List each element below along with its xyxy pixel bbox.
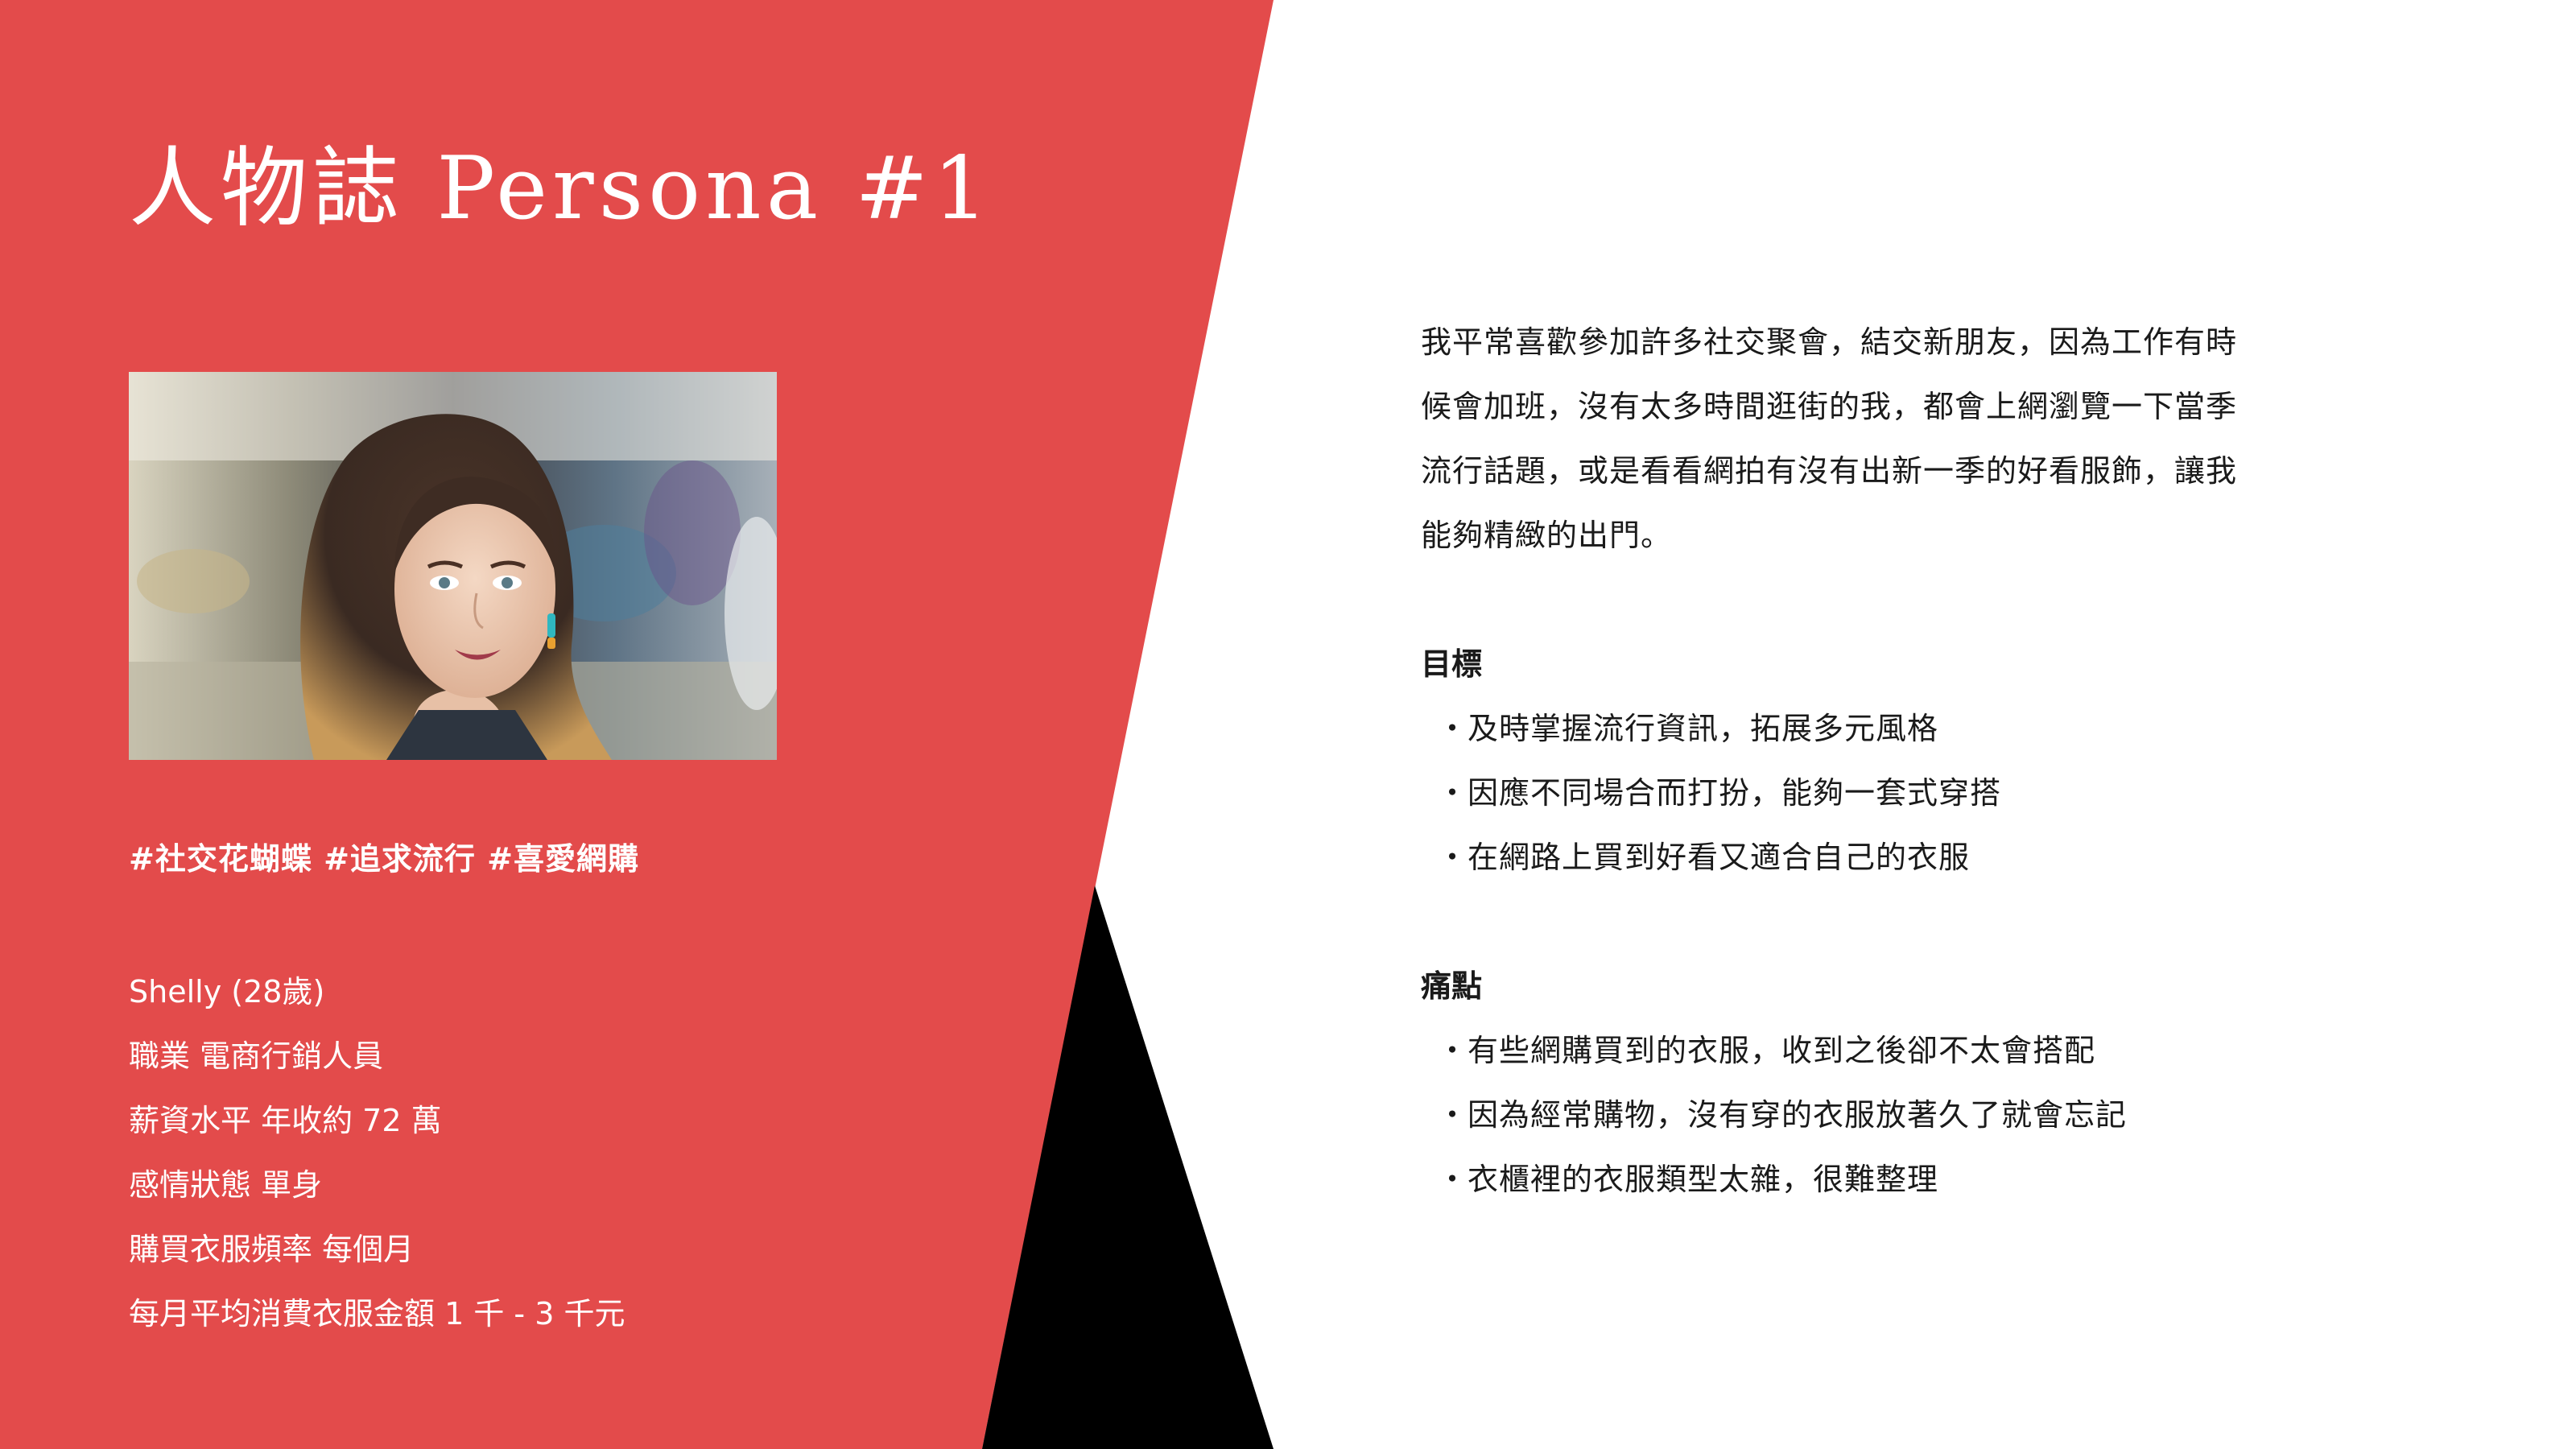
page-title: 人物誌 Persona #1 [129,138,993,239]
intro-paragraph: 我平常喜歡參加許多社交聚會，結交新朋友，因為工作有時 候會加班，沒有太多時間逛街… [1421,310,2339,568]
profile-salary: 薪資水平 年收約 72 萬 [129,1103,442,1138]
goal-text: 在網路上買到好看又適合自己的衣服 [1468,840,1971,875]
goal-item: ・在網路上買到好看又適合自己的衣服 [1421,825,2339,890]
pain-points-list: ・有些網購買到的衣服，收到之後卻不太會搭配 ・因為經常購物，沒有穿的衣服放著久了… [1421,1018,2339,1212]
profile-purchase-frequency: 購買衣服頻率 每個月 [129,1232,415,1267]
bullet-icon: ・ [1437,840,1469,875]
black-triangle [982,886,1274,1449]
persona-tags: #社交花蝴蝶 #追求流行 #喜愛網購 [129,841,639,877]
portrait-image [129,372,777,760]
bullet-icon: ・ [1437,1097,1469,1133]
goals-heading: 目標 [1421,646,1483,682]
goal-text: 因應不同場合而打扮，能夠一套式穿搭 [1468,775,2002,811]
pain-point-text: 有些網購買到的衣服，收到之後卻不太會搭配 [1468,1033,2096,1068]
pain-points-heading: 痛點 [1421,968,1483,1004]
profile-monthly-spend: 每月平均消費衣服金額 1 千 - 3 千元 [129,1296,625,1331]
pain-point-text: 衣櫃裡的衣服類型太雜，很難整理 [1468,1162,1939,1197]
persona-details: 我平常喜歡參加許多社交聚會，結交新朋友，因為工作有時 候會加班，沒有太多時間逛街… [1421,310,2339,1212]
intro-line: 流行話題，或是看看網拍有沒有出新一季的好看服飾，讓我 [1421,453,2238,489]
profile-name-age: Shelly (28歲) [129,974,325,1009]
pain-point-item: ・衣櫃裡的衣服類型太雜，很難整理 [1421,1147,2339,1212]
profile-occupation: 職業 電商行銷人員 [129,1038,384,1074]
bullet-icon: ・ [1437,1162,1469,1197]
intro-line: 能夠精緻的出門。 [1421,518,1673,553]
goal-item: ・因應不同場合而打扮，能夠一套式穿搭 [1421,761,2339,825]
bullet-icon: ・ [1437,1033,1469,1068]
pain-point-text: 因為經常購物，沒有穿的衣服放著久了就會忘記 [1468,1097,2128,1133]
intro-line: 候會加班，沒有太多時間逛街的我，都會上網瀏覽一下當季 [1421,389,2238,424]
pain-point-item: ・有些網購買到的衣服，收到之後卻不太會搭配 [1421,1018,2339,1083]
pain-point-item: ・因為經常購物，沒有穿的衣服放著久了就會忘記 [1421,1083,2339,1147]
goals-list: ・及時掌握流行資訊，拓展多元風格 ・因應不同場合而打扮，能夠一套式穿搭 ・在網路… [1421,696,2339,890]
bullet-icon: ・ [1437,711,1469,746]
intro-line: 我平常喜歡參加許多社交聚會，結交新朋友，因為工作有時 [1421,324,2238,360]
goal-item: ・及時掌握流行資訊，拓展多元風格 [1421,696,2339,761]
goals-section: 目標 ・及時掌握流行資訊，拓展多元風格 ・因應不同場合而打扮，能夠一套式穿搭 ・… [1421,632,2339,890]
profile-list: Shelly (28歲) 職業 電商行銷人員 薪資水平 年收約 72 萬 感情狀… [129,960,625,1346]
persona-photo [129,372,777,760]
goal-text: 及時掌握流行資訊，拓展多元風格 [1468,711,1939,746]
pain-points-section: 痛點 ・有些網購買到的衣服，收到之後卻不太會搭配 ・因為經常購物，沒有穿的衣服放… [1421,954,2339,1212]
profile-relationship: 感情狀態 單身 [129,1167,323,1203]
bullet-icon: ・ [1437,775,1469,811]
